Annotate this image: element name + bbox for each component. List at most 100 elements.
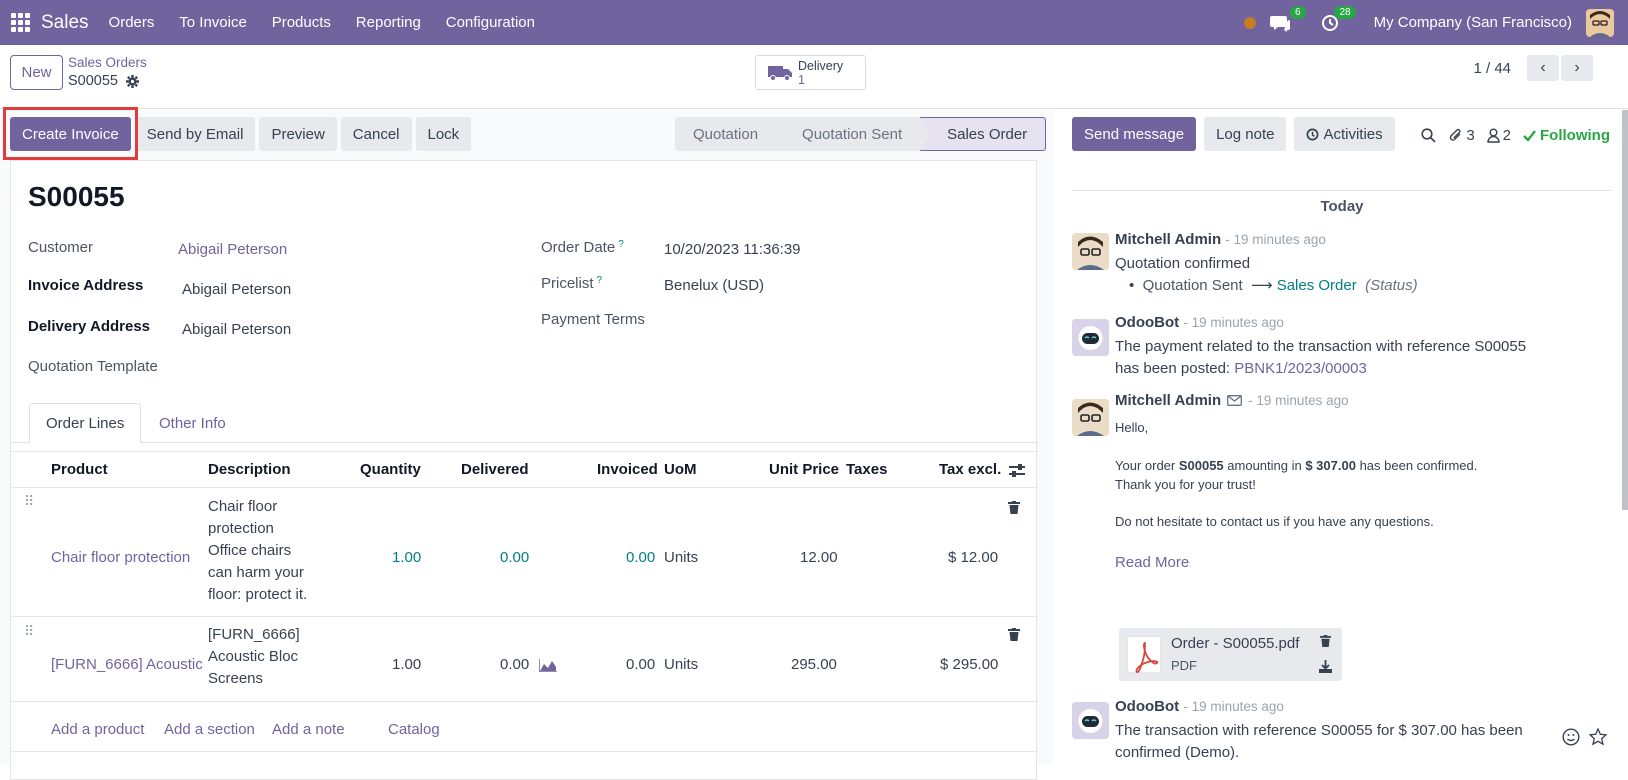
avatar[interactable] (1072, 399, 1109, 436)
user-avatar[interactable] (1586, 8, 1614, 37)
message-contact: Do not hesitate to contact us if you hav… (1115, 514, 1434, 529)
drag-handle-icon[interactable]: ⠿ (24, 493, 34, 509)
pricelist-field[interactable]: Benelux (USD) (664, 277, 765, 294)
preview-button[interactable]: Preview (259, 117, 337, 151)
col-unit-price[interactable]: Unit Price (769, 461, 840, 478)
column-settings-icon[interactable] (1009, 464, 1025, 478)
line-unit-price[interactable]: 295.00 (791, 656, 837, 673)
trash-icon[interactable] (1320, 635, 1331, 647)
order-date-field[interactable]: 10/20/2023 11:36:39 (664, 241, 801, 258)
scrollbar[interactable] (1622, 110, 1628, 510)
avatar[interactable] (1072, 702, 1109, 739)
line-description[interactable]: [FURN_6666] Acoustic Bloc Screens (208, 626, 300, 687)
message-author[interactable]: Mitchell Admin - 19 minutes ago (1115, 392, 1349, 409)
add-section-link[interactable]: Add a section (164, 721, 255, 738)
tab-order-lines[interactable]: Order Lines (29, 403, 142, 444)
pager-previous-button[interactable]: ‹ (1527, 55, 1559, 81)
download-icon[interactable] (1319, 660, 1332, 673)
message-author[interactable]: OdooBot - 19 minutes ago (1115, 698, 1284, 715)
add-product-link[interactable]: Add a product (51, 721, 145, 738)
line-subtotal: $ 295.00 (940, 656, 999, 673)
new-button[interactable]: New (10, 55, 63, 90)
area-chart-icon[interactable] (539, 659, 557, 672)
page-title: S00055 (28, 181, 125, 212)
read-more-link[interactable]: Read More (1115, 554, 1190, 571)
lock-button[interactable]: Lock (415, 117, 472, 151)
col-uom[interactable]: UoM (664, 461, 697, 478)
activities-button[interactable]: Activities (1294, 117, 1395, 151)
add-note-link[interactable]: Add a note (272, 721, 345, 738)
avatar[interactable] (1072, 233, 1109, 270)
delivery-address-label: Delivery Address (28, 318, 151, 335)
menu-configuration[interactable]: Configuration (445, 14, 535, 31)
messaging-button[interactable]: 6 (1268, 5, 1306, 35)
col-quantity[interactable]: Quantity (360, 461, 421, 478)
following-button[interactable]: Following (1523, 127, 1610, 144)
cancel-button[interactable]: Cancel (340, 117, 412, 151)
delivery-smart-button[interactable]: Delivery 1 (755, 55, 866, 90)
company-switcher[interactable]: My Company (San Francisco) (1373, 14, 1572, 31)
line-invoiced[interactable]: 0.00 (626, 656, 656, 673)
send-message-button[interactable]: Send message (1072, 117, 1197, 151)
line-uom[interactable]: Units (664, 549, 699, 566)
help-icon[interactable]: ? (618, 239, 624, 250)
create-invoice-button[interactable]: Create Invoice (10, 117, 131, 151)
invoice-address-field[interactable]: Abigail Peterson (182, 281, 292, 298)
menu-products[interactable]: Products (271, 14, 331, 31)
star-icon[interactable] (1589, 728, 1607, 746)
col-tax-excl[interactable]: Tax excl. (939, 461, 1002, 478)
col-taxes[interactable]: Taxes (846, 461, 888, 478)
status-quotation-sent[interactable]: Quotation Sent (776, 117, 930, 151)
avatar[interactable] (1072, 319, 1109, 356)
send-by-email-button[interactable]: Send by Email (134, 117, 256, 151)
menu-reporting[interactable]: Reporting (355, 14, 421, 31)
emoji-icon[interactable] (1562, 728, 1580, 746)
line-invoiced[interactable]: 0.00 (626, 549, 656, 566)
col-invoiced[interactable]: Invoiced (597, 461, 658, 478)
col-delivered[interactable]: Delivered (461, 461, 529, 478)
form-view: Create Invoice Send by Email Preview Can… (0, 110, 1054, 780)
line-unit-price[interactable]: 12.00 (800, 549, 838, 566)
breadcrumb-sales-orders[interactable]: Sales Orders (68, 55, 147, 70)
line-product[interactable]: Chair floor protection (51, 549, 191, 566)
help-icon[interactable]: ? (596, 275, 603, 286)
attachments-button[interactable]: 3 (1448, 127, 1475, 144)
col-description[interactable]: Description (208, 461, 291, 478)
line-uom[interactable]: Units (664, 656, 699, 673)
pager-next-button[interactable]: › (1561, 55, 1593, 81)
line-description[interactable]: Chair floor protection Office chairs can… (208, 498, 308, 603)
line-quantity[interactable]: 1.00 (392, 656, 422, 673)
gear-icon[interactable] (126, 74, 139, 88)
trash-icon[interactable] (1008, 628, 1020, 641)
payment-link[interactable]: PBNK1/2023/00003 (1234, 360, 1367, 377)
customer-field[interactable]: Abigail Peterson (178, 241, 288, 258)
log-note-button[interactable]: Log note (1204, 117, 1287, 151)
apps-grid-icon[interactable] (10, 13, 30, 33)
pager-value[interactable]: 1 / 44 (1473, 59, 1511, 77)
line-quantity[interactable]: 1.00 (392, 549, 422, 566)
status-sales-order[interactable]: Sales Order (920, 117, 1047, 151)
activities-button[interactable]: 28 (1318, 5, 1356, 35)
status-dot-icon[interactable] (1243, 16, 1256, 29)
trash-icon[interactable] (1008, 501, 1020, 514)
attachment-card[interactable]: Order - S00055.pdf PDF (1119, 628, 1342, 681)
tab-other-info[interactable]: Other Info (159, 414, 226, 432)
app-brand[interactable]: Sales (41, 11, 89, 33)
followers-button[interactable]: 2 (1486, 127, 1511, 144)
status-sales-order-label: Sales Order (947, 125, 1028, 143)
delivery-address-field[interactable]: Abigail Peterson (182, 321, 292, 338)
pager: 1 / 44 ‹ › (1473, 55, 1593, 81)
line-delivered[interactable]: 0.00 (500, 656, 530, 673)
line-product[interactable]: [FURN_6666] Acoustic (51, 656, 203, 673)
col-product[interactable]: Product (51, 461, 108, 478)
status-quotation[interactable]: Quotation (675, 117, 786, 151)
message-author[interactable]: OdooBot - 19 minutes ago (1115, 314, 1284, 331)
catalog-link[interactable]: Catalog (388, 721, 440, 738)
message-time: - 19 minutes ago (1183, 699, 1284, 714)
message-author[interactable]: Mitchell Admin - 19 minutes ago (1115, 231, 1326, 248)
menu-orders[interactable]: Orders (108, 14, 155, 31)
menu-to-invoice[interactable]: To Invoice (179, 14, 247, 31)
line-delivered[interactable]: 0.00 (500, 549, 530, 566)
search-icon[interactable] (1421, 127, 1436, 143)
drag-handle-icon[interactable]: ⠿ (24, 623, 34, 639)
